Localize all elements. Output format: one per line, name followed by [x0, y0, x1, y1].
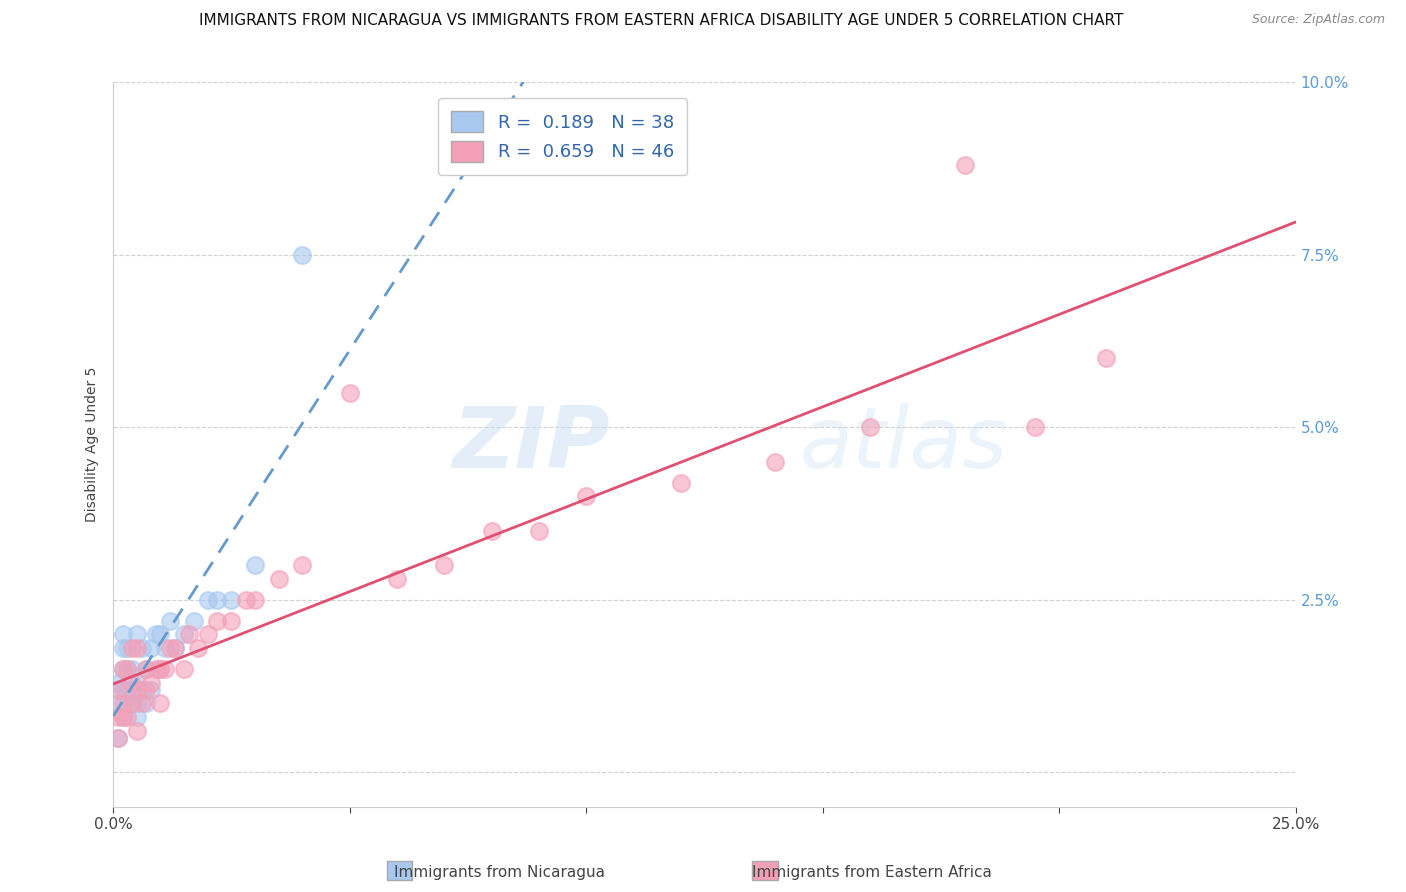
- Point: [125, 641, 148, 656]
- Point: [135, 697, 157, 711]
- Point: [575, 489, 598, 503]
- Point: [125, 627, 148, 641]
- Point: [291, 248, 314, 262]
- Point: [117, 710, 139, 724]
- Point: [155, 662, 177, 676]
- Point: [125, 682, 148, 697]
- Point: [763, 455, 786, 469]
- Point: [121, 675, 143, 690]
- Point: [139, 675, 162, 690]
- Point: [135, 662, 157, 676]
- Point: [107, 682, 129, 697]
- Point: [111, 697, 134, 711]
- Point: [291, 558, 314, 573]
- Point: [149, 697, 172, 711]
- Text: Immigrants from Eastern Africa: Immigrants from Eastern Africa: [752, 865, 991, 880]
- Point: [859, 420, 882, 434]
- Point: [111, 682, 134, 697]
- Point: [173, 627, 195, 641]
- Point: [107, 697, 129, 711]
- Point: [243, 593, 266, 607]
- Point: [111, 662, 134, 676]
- Point: [221, 614, 243, 628]
- Point: [221, 593, 243, 607]
- Point: [121, 641, 143, 656]
- Point: [117, 662, 139, 676]
- Point: [125, 697, 148, 711]
- Point: [953, 158, 976, 172]
- Point: [111, 662, 134, 676]
- Point: [131, 682, 153, 697]
- Point: [177, 627, 200, 641]
- Point: [163, 641, 186, 656]
- Point: [145, 662, 167, 676]
- Point: [187, 641, 209, 656]
- Point: [139, 641, 162, 656]
- Point: [197, 593, 219, 607]
- Point: [131, 697, 153, 711]
- Point: [117, 697, 139, 711]
- Point: [139, 682, 162, 697]
- Legend: R =  0.189   N = 38, R =  0.659   N = 46: R = 0.189 N = 38, R = 0.659 N = 46: [439, 98, 686, 175]
- Text: IMMIGRANTS FROM NICARAGUA VS IMMIGRANTS FROM EASTERN AFRICA DISABILITY AGE UNDER: IMMIGRANTS FROM NICARAGUA VS IMMIGRANTS …: [198, 13, 1123, 29]
- Point: [481, 524, 503, 538]
- Point: [183, 614, 205, 628]
- Point: [197, 627, 219, 641]
- Text: ZIP: ZIP: [453, 403, 610, 486]
- Point: [527, 524, 550, 538]
- Y-axis label: Disability Age Under 5: Disability Age Under 5: [86, 367, 100, 523]
- Point: [107, 731, 129, 745]
- Point: [117, 662, 139, 676]
- Point: [121, 682, 143, 697]
- Point: [1024, 420, 1046, 434]
- Point: [1095, 351, 1118, 366]
- Point: [207, 593, 229, 607]
- FancyBboxPatch shape: [752, 861, 778, 880]
- Point: [125, 710, 148, 724]
- Point: [159, 641, 181, 656]
- Point: [433, 558, 456, 573]
- Text: atlas: atlas: [799, 403, 1007, 486]
- Point: [111, 710, 134, 724]
- Point: [107, 675, 129, 690]
- FancyBboxPatch shape: [387, 861, 412, 880]
- Point: [107, 710, 129, 724]
- Point: [125, 675, 148, 690]
- Point: [149, 627, 172, 641]
- Point: [125, 724, 148, 739]
- Text: Source: ZipAtlas.com: Source: ZipAtlas.com: [1251, 13, 1385, 27]
- Point: [121, 697, 143, 711]
- Point: [243, 558, 266, 573]
- Point: [117, 682, 139, 697]
- Point: [235, 593, 257, 607]
- Point: [207, 614, 229, 628]
- Point: [339, 385, 361, 400]
- Point: [135, 662, 157, 676]
- Point: [121, 662, 143, 676]
- Point: [131, 641, 153, 656]
- Point: [111, 641, 134, 656]
- Point: [163, 641, 186, 656]
- Point: [111, 627, 134, 641]
- Point: [145, 627, 167, 641]
- Point: [155, 641, 177, 656]
- Point: [149, 662, 172, 676]
- Point: [385, 572, 408, 586]
- Point: [669, 475, 692, 490]
- Point: [117, 641, 139, 656]
- Point: [267, 572, 290, 586]
- Point: [173, 662, 195, 676]
- Text: Immigrants from Nicaragua: Immigrants from Nicaragua: [394, 865, 605, 880]
- Point: [149, 662, 172, 676]
- Point: [107, 731, 129, 745]
- Point: [159, 614, 181, 628]
- Point: [135, 682, 157, 697]
- Point: [111, 710, 134, 724]
- Point: [121, 697, 143, 711]
